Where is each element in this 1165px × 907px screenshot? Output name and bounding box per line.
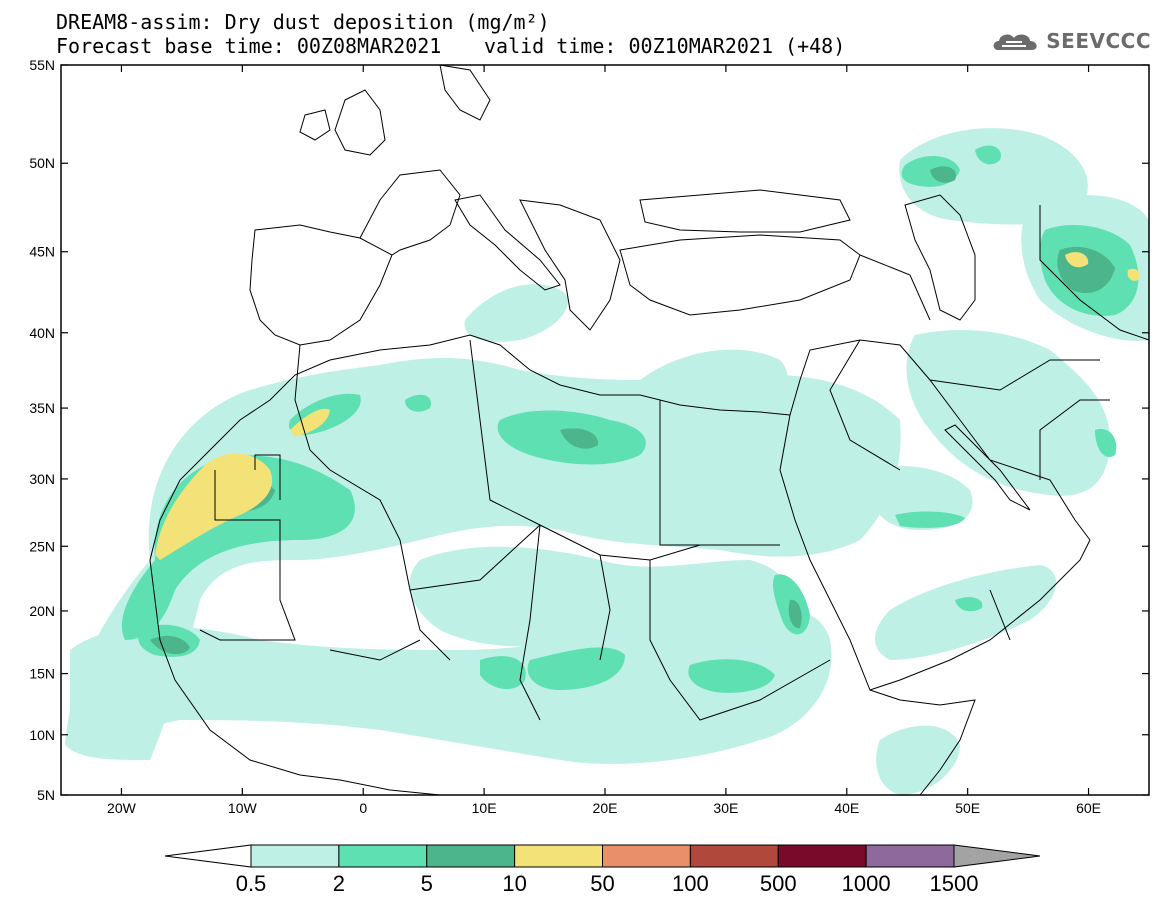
seevccc-logo: SEEVCCC [990,28,1151,54]
map-title: DREAM8-assim: Dry dust deposition (mg/m²… [56,10,550,34]
colorbar-over-triangle [953,844,1041,868]
colorbar-swatch [426,844,516,868]
lon-tick-label: 30E [713,800,738,816]
colorbar-swatch [865,844,955,868]
lat-tick-label: 35N [29,400,55,416]
lon-tick-label: 0 [359,800,367,816]
lat-tick-label: 50N [29,155,55,171]
colorbar-label: 500 [760,871,797,896]
colorbar-swatch [338,844,428,868]
lon-tick-label: 10E [472,800,497,816]
colorbar-label: 1500 [930,871,979,896]
colorbar-swatch [777,844,867,868]
lon-tick-label: 40E [834,800,859,816]
lat-tick-label: 30N [29,471,55,487]
colorbar-swatch [250,844,340,868]
latitude-axis: 55N 50N 45N 40N 35N 30N 25N 20N 15N 10N 5N [29,57,1149,803]
colorbar-label: 5 [421,871,433,896]
lon-tick-label: 60E [1076,800,1101,816]
colorbar: 0.5 2 5 10 50 100 500 1000 1500 [164,844,1041,896]
lon-tick-label: 10W [228,800,258,816]
colorbar-swatch [514,844,603,868]
colorbar-label: 0.5 [236,871,267,896]
coastlines-borders [149,65,1149,795]
lat-tick-label: 10N [29,727,55,743]
colorbar-under-triangle [164,844,252,868]
lat-tick-label: 40N [29,325,55,341]
lat-tick-label: 45N [29,244,55,260]
deposition-field [65,128,1149,795]
logo-text: SEEVCCC [1046,29,1151,53]
lat-tick-label: 5N [37,787,55,803]
lon-tick-label: 50E [955,800,980,816]
cloud-logo-icon [993,34,1037,50]
colorbar-swatch [689,844,779,868]
valid-time: valid time: 00Z10MAR2021 (+48) [484,34,846,58]
lat-tick-label: 15N [29,666,55,682]
lon-tick-label: 20E [593,800,618,816]
lat-tick-label: 25N [29,538,55,554]
colorbar-label: 2 [333,871,345,896]
colorbar-label: 10 [502,871,526,896]
colorbar-label: 100 [672,871,709,896]
colorbar-label: 50 [590,871,614,896]
deposition-10-50 [155,252,1140,560]
lat-tick-label: 20N [29,603,55,619]
lon-tick-label: 20W [107,800,137,816]
forecast-base-time: Forecast base time: 00Z08MAR2021 [56,34,442,58]
colorbar-label: 1000 [842,871,891,896]
colorbar-swatch [602,844,691,868]
longitude-axis: 20W 10W 0 10E 20E 30E 40E 50E 60E [107,65,1101,816]
lat-tick-label: 55N [29,57,55,73]
